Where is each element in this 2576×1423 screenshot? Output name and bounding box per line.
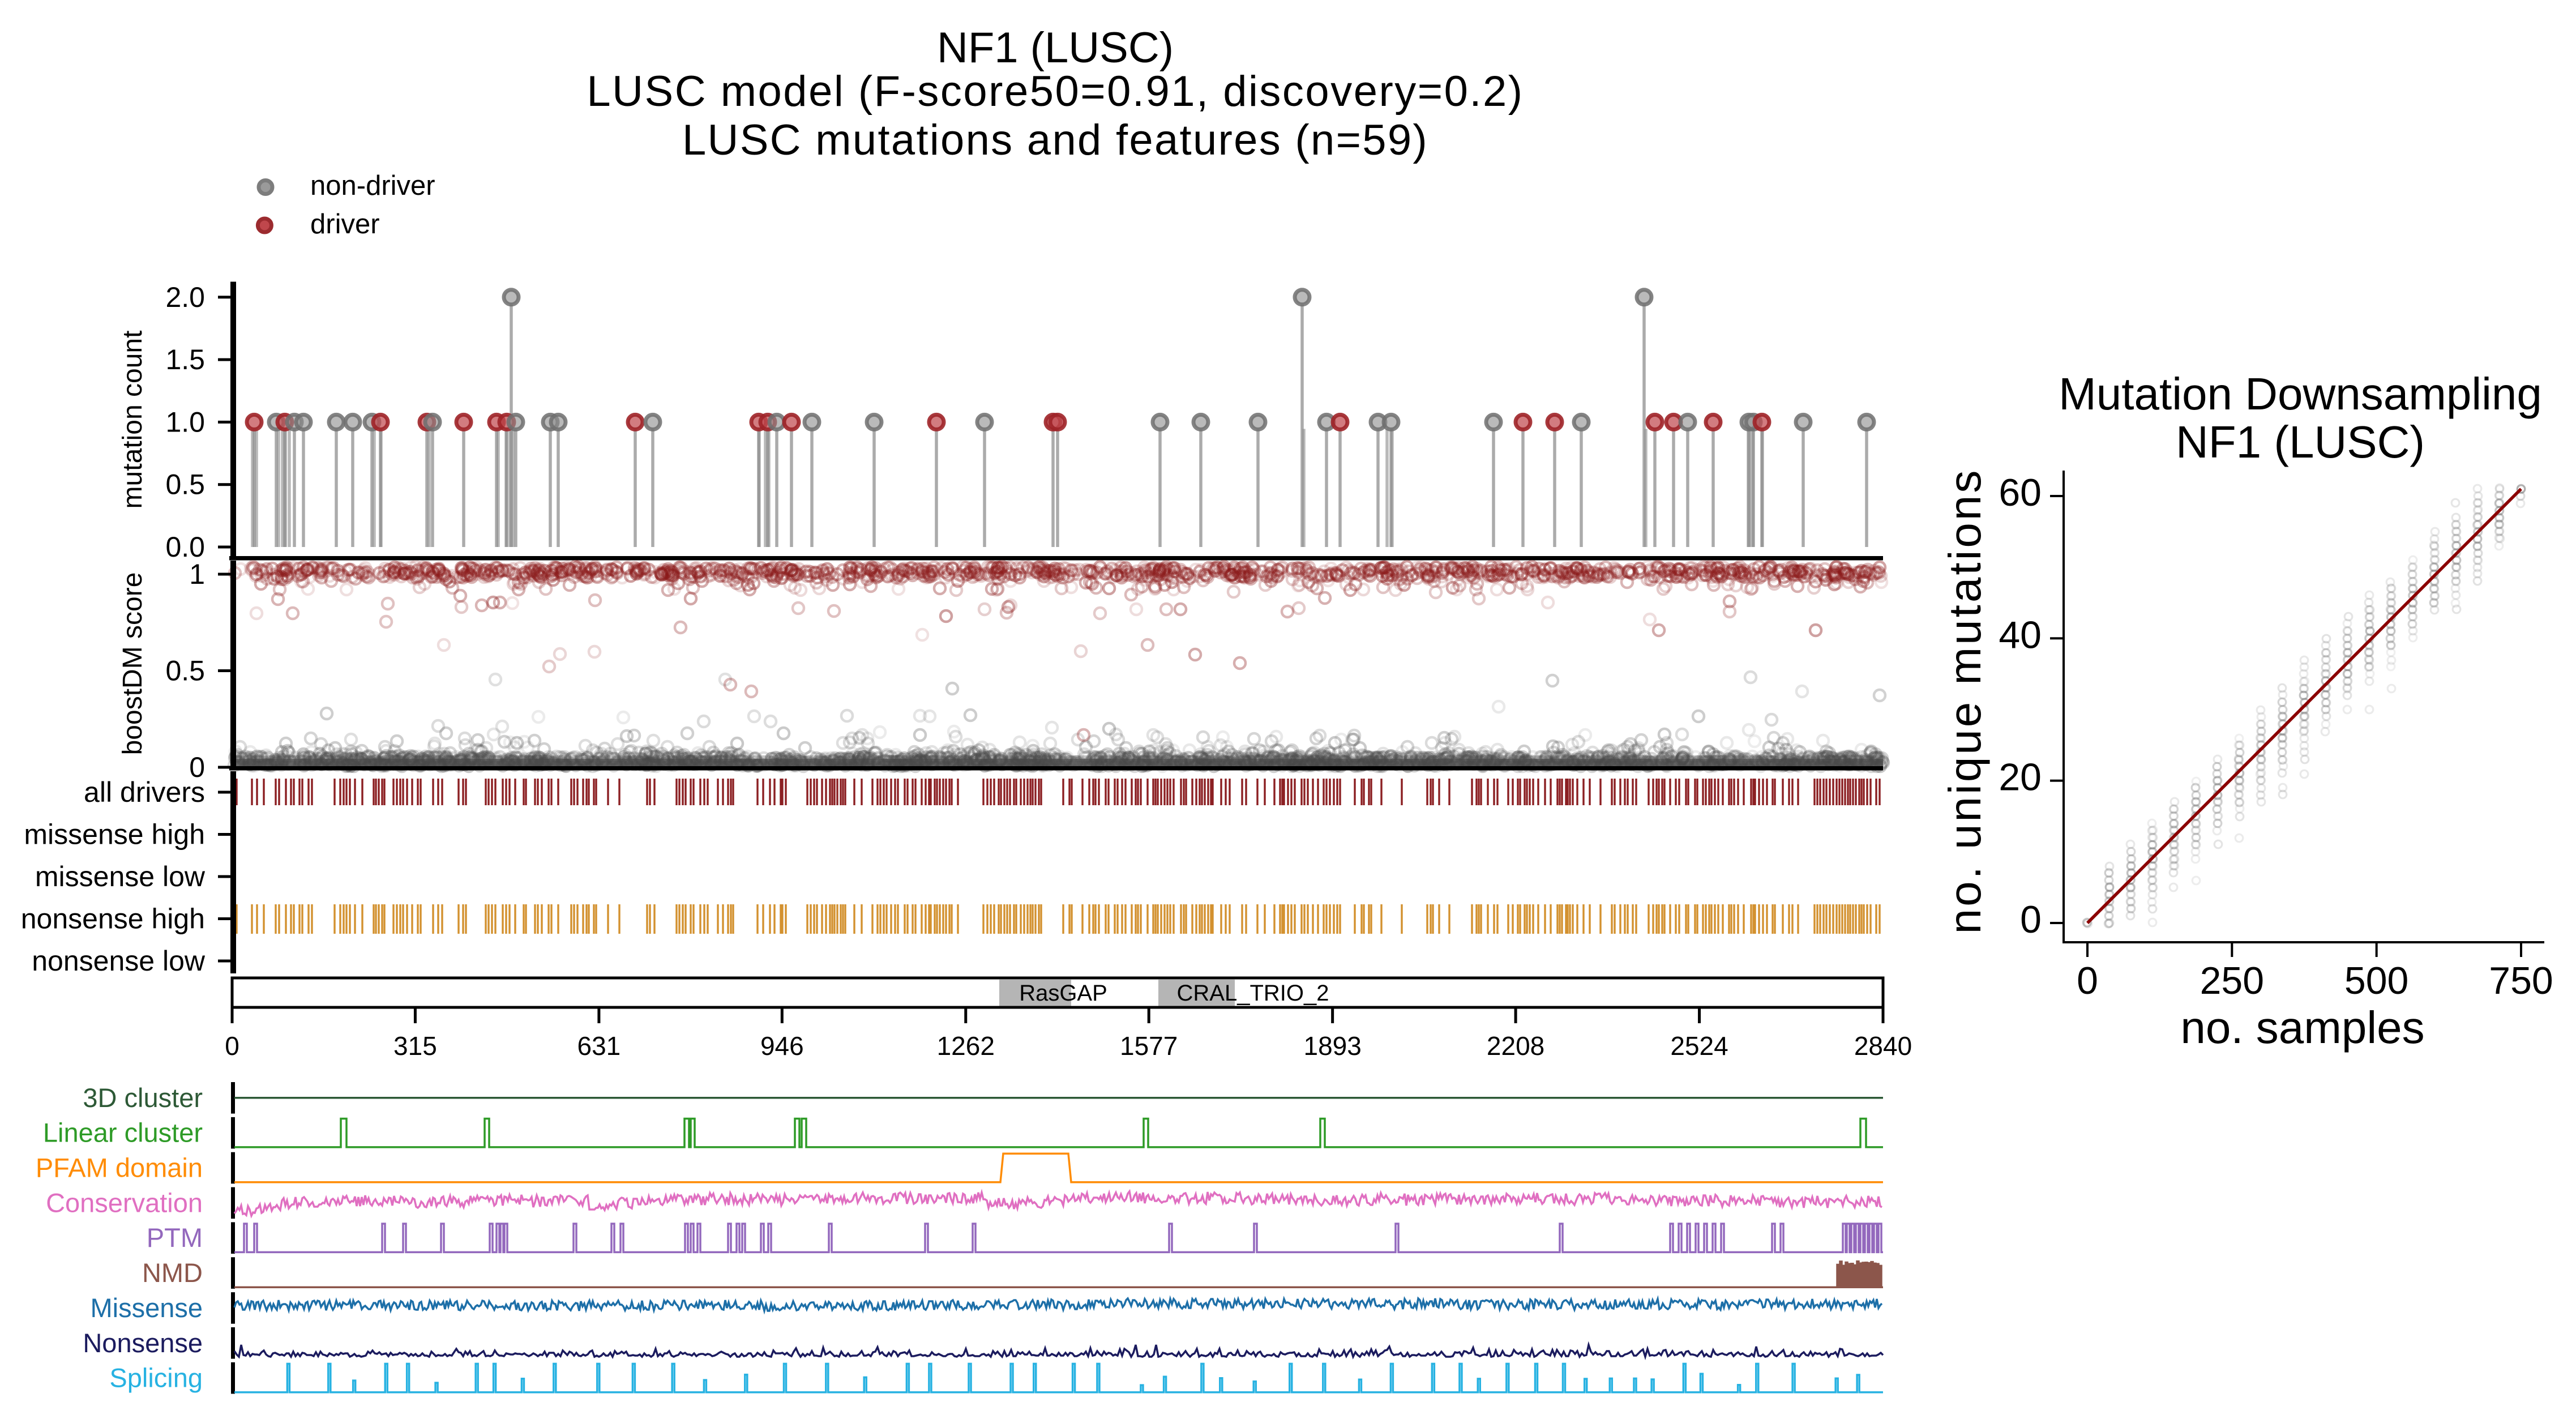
svg-text:nonsense high: nonsense high [21, 903, 205, 935]
svg-text:0.5: 0.5 [165, 469, 205, 501]
svg-text:1.0: 1.0 [165, 406, 205, 438]
svg-text:all drivers: all drivers [84, 776, 205, 808]
svg-text:20: 20 [1999, 756, 2042, 799]
svg-text:60: 60 [1999, 471, 2042, 514]
svg-text:Nonsense: Nonsense [83, 1328, 203, 1358]
svg-text:946: 946 [760, 1031, 804, 1061]
svg-text:boostDM score: boostDM score [118, 572, 148, 755]
svg-text:NF1 (LUSC): NF1 (LUSC) [2176, 417, 2425, 467]
svg-text:CRAL_TRIO_2: CRAL_TRIO_2 [1177, 981, 1329, 1006]
svg-text:1262: 1262 [937, 1031, 995, 1061]
svg-text:750: 750 [2489, 959, 2553, 1002]
svg-text:2208: 2208 [1487, 1031, 1544, 1061]
svg-text:3D cluster: 3D cluster [83, 1083, 203, 1113]
svg-text:RasGAP: RasGAP [1019, 981, 1107, 1006]
svg-text:1.5: 1.5 [165, 344, 205, 375]
svg-text:0: 0 [2020, 898, 2042, 941]
svg-text:2.0: 2.0 [165, 281, 205, 313]
svg-text:315: 315 [393, 1031, 437, 1061]
svg-text:no. unique mutations: no. unique mutations [1940, 468, 1990, 934]
svg-text:Mutation Downsampling: Mutation Downsampling [2059, 369, 2542, 419]
svg-text:LUSC model (F-score50=0.91, di: LUSC model (F-score50=0.91, discovery=0.… [587, 67, 1524, 116]
svg-text:no. samples: no. samples [2180, 1002, 2424, 1053]
svg-text:NMD: NMD [142, 1258, 203, 1288]
svg-text:0.5: 0.5 [165, 655, 205, 687]
svg-text:2524: 2524 [1670, 1031, 1728, 1061]
svg-text:1577: 1577 [1120, 1031, 1178, 1061]
svg-text:nonsense low: nonsense low [32, 945, 206, 977]
svg-text:non-driver: non-driver [310, 170, 435, 201]
svg-text:PFAM domain: PFAM domain [36, 1153, 203, 1183]
svg-text:missense low: missense low [35, 861, 206, 892]
svg-text:2840: 2840 [1854, 1031, 1912, 1061]
svg-text:1893: 1893 [1303, 1031, 1361, 1061]
svg-text:500: 500 [2344, 959, 2408, 1002]
svg-text:driver: driver [310, 209, 380, 240]
svg-text:Missense: Missense [90, 1293, 203, 1323]
svg-text:0.0: 0.0 [165, 531, 205, 563]
svg-text:0: 0 [2077, 959, 2098, 1002]
svg-text:Linear cluster: Linear cluster [43, 1118, 203, 1148]
svg-text:40: 40 [1999, 613, 2042, 656]
svg-text:Conservation: Conservation [46, 1187, 203, 1217]
svg-text:mutation count: mutation count [118, 331, 148, 509]
svg-text:631: 631 [577, 1031, 621, 1061]
svg-text:LUSC mutations and features (n: LUSC mutations and features (n=59) [682, 116, 1428, 164]
svg-text:NF1 (LUSC): NF1 (LUSC) [937, 24, 1174, 72]
svg-text:missense high: missense high [24, 819, 205, 851]
svg-text:PTM: PTM [147, 1223, 203, 1253]
svg-text:0: 0 [225, 1031, 239, 1061]
svg-text:Splicing: Splicing [109, 1363, 203, 1393]
svg-text:1: 1 [189, 558, 205, 590]
svg-text:250: 250 [2200, 959, 2264, 1002]
